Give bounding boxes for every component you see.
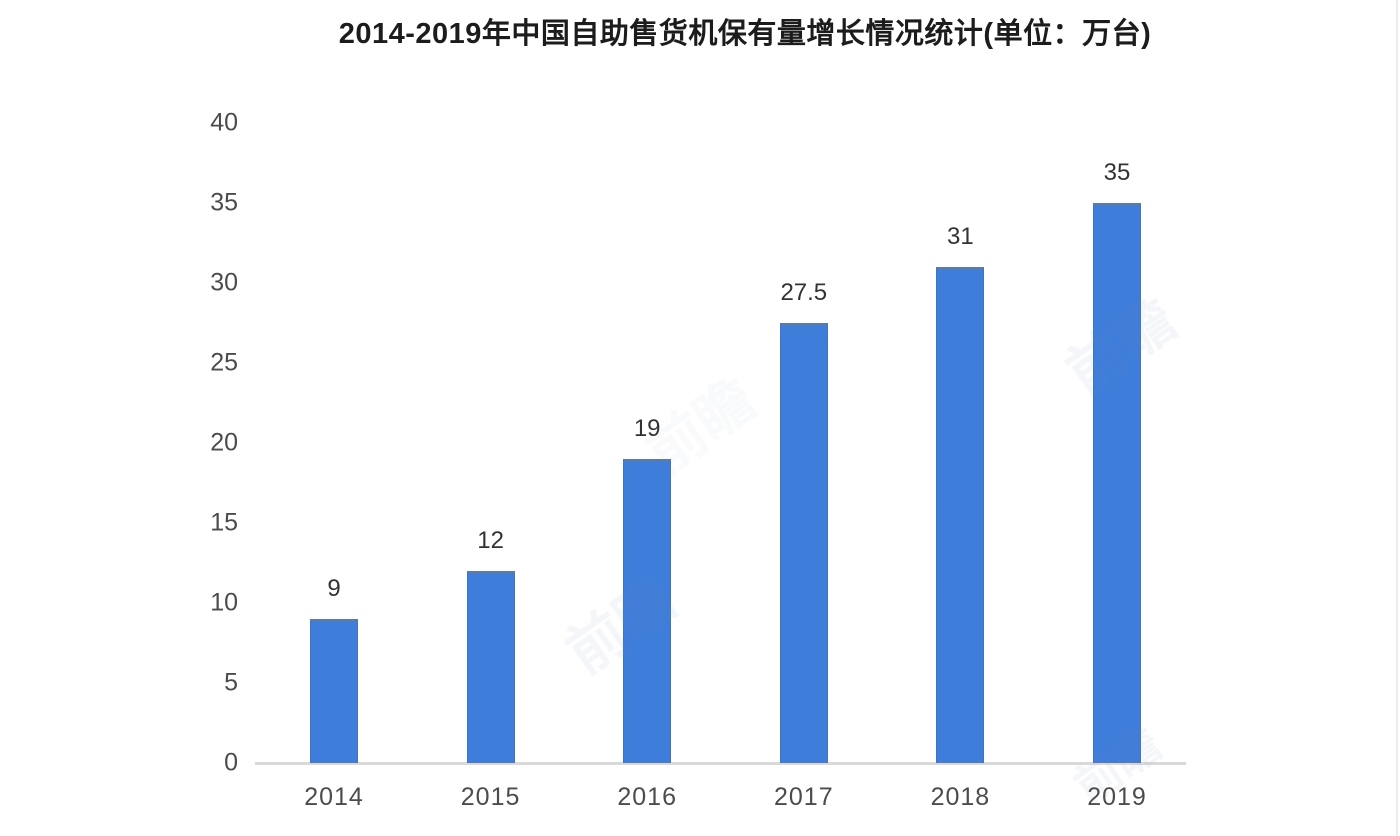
x-axis-label: 2017 <box>773 783 834 811</box>
y-tick-label: 0 <box>224 748 238 777</box>
y-tick-label: 5 <box>224 668 238 697</box>
y-tick-label: 30 <box>210 268 238 297</box>
chart-title: 2014-2019年中国自助售货机保有量增长情况统计(单位：万台) <box>338 18 1152 50</box>
x-axis-label: 2014 <box>304 783 364 811</box>
bar-value-label: 31 <box>947 223 974 250</box>
bar-2014 <box>310 619 358 763</box>
x-axis-label: 2015 <box>460 783 521 811</box>
x-axis-label: 2016 <box>617 783 677 811</box>
bar-2016 <box>623 459 672 763</box>
x-axis-line <box>255 762 1186 765</box>
bar-value-label: 9 <box>327 575 341 602</box>
bar-value-label: 27.5 <box>780 279 828 306</box>
bar-value-label: 35 <box>1103 159 1131 186</box>
x-axis-label: 2018 <box>930 783 991 811</box>
y-tick-label: 25 <box>210 348 238 377</box>
bar-2018 <box>936 267 985 763</box>
bar-2019 <box>1093 203 1141 763</box>
x-axis-label: 2019 <box>1087 783 1147 811</box>
bar-value-label: 12 <box>477 527 504 554</box>
bar-2017 <box>779 323 828 763</box>
y-tick-label: 40 <box>210 108 238 137</box>
right-edge-line <box>1396 0 1398 836</box>
bar-value-label: 19 <box>633 415 661 442</box>
y-tick-label: 20 <box>210 428 238 457</box>
y-tick-label: 10 <box>210 588 238 617</box>
bar-2015 <box>466 571 515 763</box>
y-tick-label: 35 <box>210 188 238 217</box>
y-tick-label: 15 <box>210 508 238 537</box>
